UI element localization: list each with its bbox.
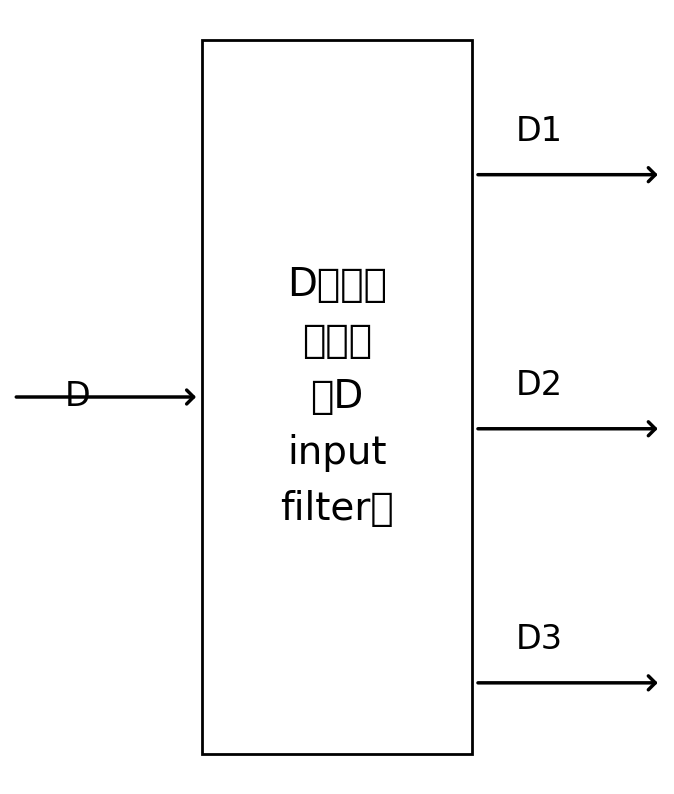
- Text: D3: D3: [516, 622, 563, 656]
- Text: D输入滤
波电路
（D
input
filter）: D输入滤 波电路 （D input filter）: [280, 266, 394, 528]
- Text: D1: D1: [516, 114, 563, 148]
- Text: D2: D2: [516, 368, 563, 402]
- Text: D: D: [65, 380, 90, 414]
- Bar: [202, 40, 472, 754]
